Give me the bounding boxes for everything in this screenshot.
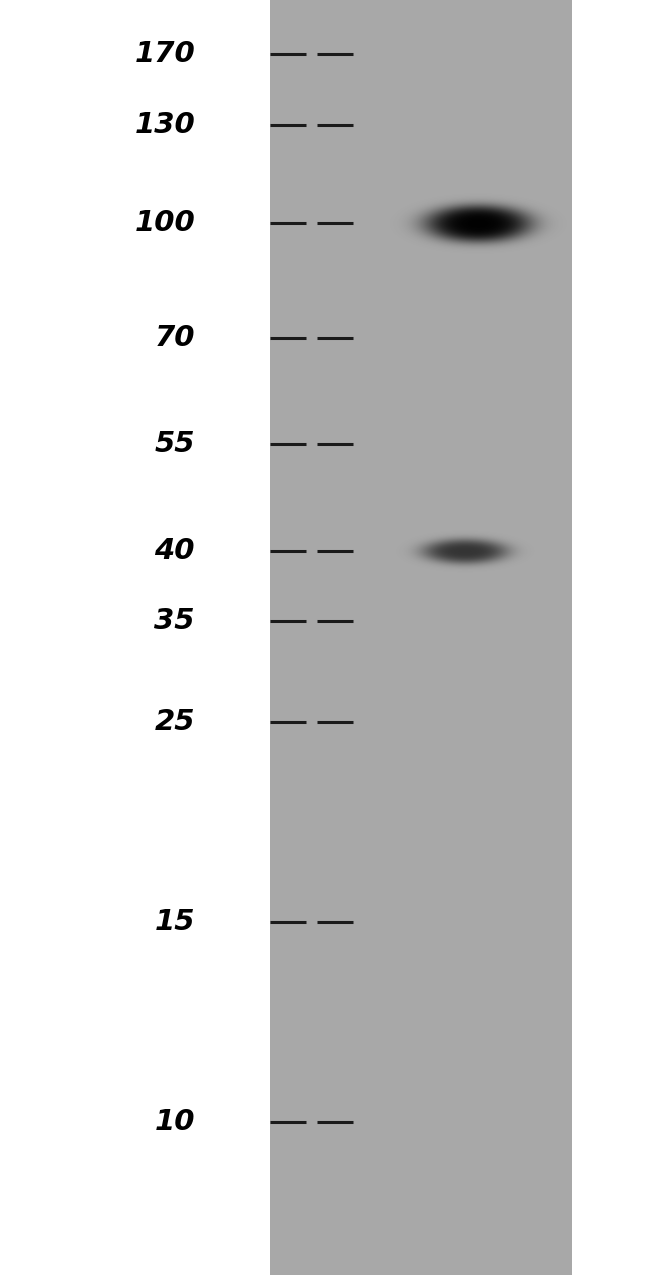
Text: 40: 40	[155, 537, 195, 565]
Text: 130: 130	[135, 111, 195, 139]
Text: 35: 35	[155, 607, 195, 635]
Text: 10: 10	[155, 1108, 195, 1136]
Text: 70: 70	[155, 324, 195, 352]
Text: 25: 25	[155, 708, 195, 736]
Text: 170: 170	[135, 40, 195, 68]
Bar	[270, 0, 572, 1275]
Text: 55: 55	[155, 430, 195, 458]
Text: 15: 15	[155, 908, 195, 936]
Text: 100: 100	[135, 209, 195, 237]
